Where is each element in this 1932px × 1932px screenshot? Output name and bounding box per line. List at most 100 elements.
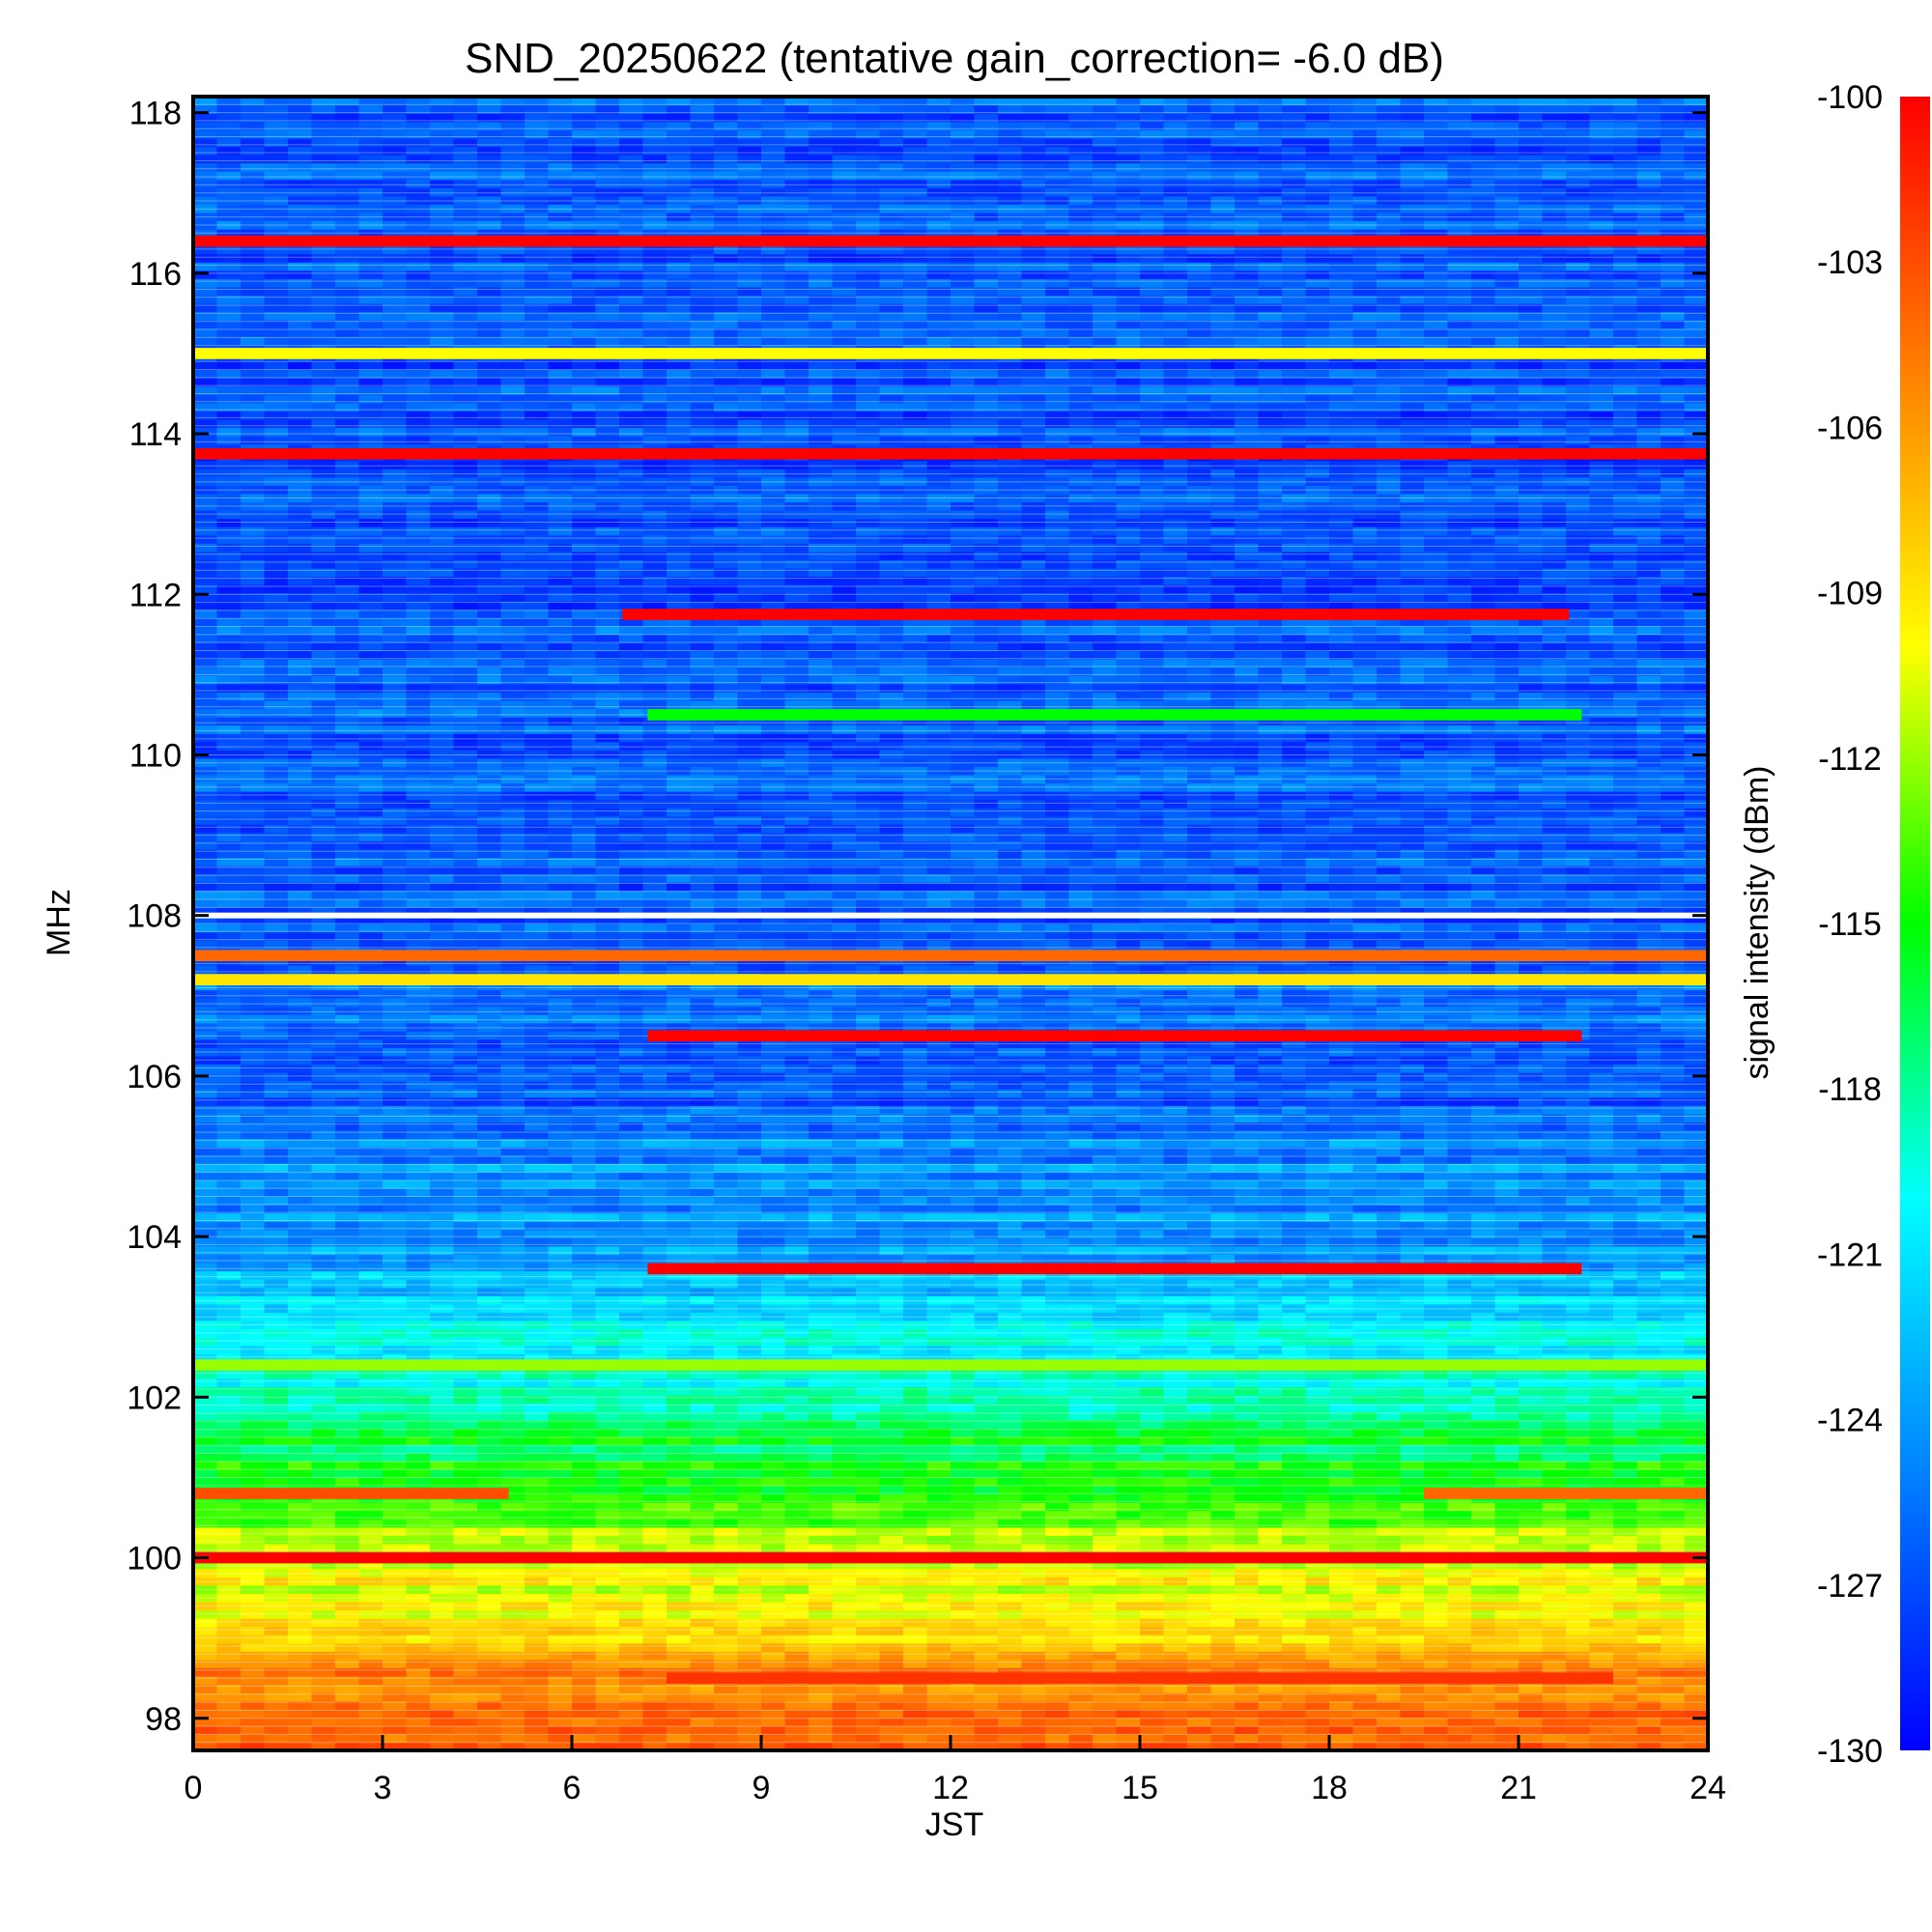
- heatmap-cell: [737, 1519, 762, 1528]
- heatmap-cell: [951, 1733, 976, 1744]
- heatmap-cell: [1093, 1179, 1118, 1189]
- heatmap-cell: [477, 1725, 502, 1735]
- heatmap-cell: [241, 1411, 266, 1421]
- heatmap-cell: [193, 1378, 218, 1387]
- heatmap-cell: [383, 1229, 408, 1238]
- heatmap-cell: [1494, 1609, 1520, 1619]
- heatmap-cell: [1163, 1171, 1188, 1180]
- heatmap-cell: [1210, 1634, 1236, 1644]
- heatmap-cell: [572, 1626, 597, 1635]
- heatmap-cell: [1661, 1692, 1686, 1702]
- heatmap-cell: [619, 1435, 644, 1445]
- heatmap-cell: [737, 1205, 762, 1214]
- heatmap-cell: [1519, 1577, 1544, 1586]
- heatmap-cell: [311, 1320, 336, 1330]
- heatmap-cell: [1258, 1510, 1283, 1520]
- heatmap-cell: [903, 1320, 928, 1330]
- heatmap-cell: [1377, 1435, 1402, 1445]
- heatmap-cell: [548, 1444, 573, 1454]
- heatmap-cell: [951, 1634, 976, 1644]
- heatmap-cell: [453, 1105, 478, 1115]
- heatmap-cell: [406, 1295, 431, 1305]
- heatmap-cell: [1093, 1113, 1118, 1123]
- heatmap-cell: [548, 1692, 573, 1702]
- heatmap-cell: [642, 1477, 668, 1487]
- heatmap-cell: [690, 1452, 715, 1462]
- heatmap-cell: [1494, 1113, 1520, 1123]
- heatmap-cell: [548, 1468, 573, 1479]
- heatmap-cell: [1377, 1461, 1402, 1470]
- heatmap-cell: [311, 1675, 336, 1686]
- heatmap-cell: [1068, 1634, 1094, 1644]
- heatmap-cell: [926, 1577, 952, 1586]
- heatmap-cell: [406, 1675, 431, 1686]
- heatmap-cell: [1305, 1544, 1330, 1553]
- heatmap-cell: [1424, 1345, 1449, 1354]
- heatmap-cell: [500, 1626, 526, 1635]
- heatmap-cell: [690, 1510, 715, 1520]
- heatmap-cell: [619, 1452, 644, 1462]
- heatmap-cell: [784, 1684, 810, 1693]
- heatmap-cell: [667, 1618, 692, 1628]
- heatmap-cell: [288, 1444, 313, 1454]
- heatmap-cell: [1542, 1544, 1567, 1553]
- heatmap-cell: [737, 1626, 762, 1635]
- heatmap-cell: [358, 1733, 384, 1744]
- heatmap-cell: [500, 1163, 526, 1173]
- heatmap-cell: [383, 1468, 408, 1479]
- heatmap-cell: [1352, 1179, 1378, 1189]
- heatmap-cell: [193, 1229, 218, 1238]
- heatmap-cell: [1400, 1113, 1425, 1123]
- heatmap-cell: [1400, 1544, 1425, 1553]
- heatmap-cell: [216, 1675, 242, 1686]
- heatmap-cell: [1163, 1560, 1188, 1570]
- heatmap-cell: [1329, 1461, 1354, 1470]
- heatmap-cell: [1636, 1428, 1662, 1437]
- heatmap-cell: [1305, 1270, 1330, 1280]
- heatmap-cell: [1684, 1370, 1709, 1379]
- heatmap-cell: [998, 1345, 1023, 1354]
- heatmap-cell: [1045, 1279, 1070, 1289]
- heatmap-cell: [737, 1386, 762, 1396]
- heatmap-cell: [1613, 1659, 1638, 1668]
- heatmap-cell: [525, 1187, 550, 1198]
- heatmap-cell: [879, 1229, 904, 1238]
- heatmap-cell: [1021, 1245, 1046, 1255]
- heatmap-cell: [1542, 1435, 1567, 1445]
- heatmap-cell: [998, 1568, 1023, 1577]
- heatmap-cell: [335, 1237, 360, 1247]
- heatmap-cell: [406, 1692, 431, 1702]
- heatmap-cell: [1377, 1519, 1402, 1528]
- heatmap-cell: [856, 1320, 881, 1330]
- heatmap-cell: [1661, 1651, 1686, 1661]
- heatmap-cell: [832, 1502, 857, 1512]
- heatmap-cell: [500, 1526, 526, 1537]
- heatmap-cell: [1636, 1733, 1662, 1744]
- heatmap-cell: [1589, 1147, 1614, 1156]
- heatmap-cell: [690, 1212, 715, 1222]
- heatmap-cell: [1471, 1386, 1496, 1396]
- heatmap-cell: [548, 1138, 573, 1148]
- heatmap-cell: [1305, 1568, 1330, 1577]
- heatmap-cell: [1140, 1328, 1165, 1338]
- heatmap-cell: [903, 1154, 928, 1164]
- heatmap-cell: [1377, 1593, 1402, 1603]
- heatmap-cell: [619, 1642, 644, 1652]
- heatmap-cell: [477, 1709, 502, 1719]
- heatmap-cell: [1400, 1205, 1425, 1214]
- heatmap-cell: [1210, 1411, 1236, 1421]
- heatmap-cell: [1447, 1154, 1472, 1164]
- heatmap-cell: [951, 1642, 976, 1652]
- heatmap-cell: [383, 1667, 408, 1677]
- heatmap-cell: [1235, 1295, 1260, 1305]
- heatmap-cell: [1542, 1229, 1567, 1238]
- heatmap-cell: [1519, 1717, 1544, 1726]
- heatmap-cell: [453, 1287, 478, 1296]
- heatmap-cell: [1447, 1138, 1472, 1148]
- heatmap-cell: [1352, 1568, 1378, 1577]
- heatmap-cell: [832, 1742, 857, 1751]
- heatmap-cell: [1093, 1328, 1118, 1338]
- heatmap-cell: [974, 1279, 999, 1289]
- heatmap-cell: [1684, 1709, 1709, 1719]
- heatmap-cell: [1045, 1179, 1070, 1189]
